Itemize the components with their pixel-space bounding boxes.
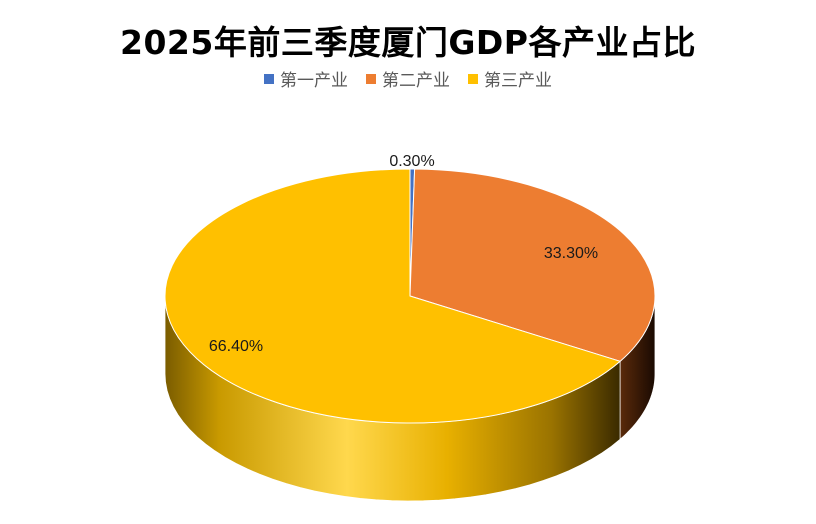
- data-label-secondary: 33.30%: [544, 245, 598, 262]
- legend-swatch-tertiary: [468, 73, 478, 84]
- legend-label-tertiary: 第三产业: [484, 71, 552, 91]
- legend-swatch-secondary: [366, 73, 376, 84]
- data-label-primary: 0.30%: [389, 153, 434, 170]
- pie-sides: [164, 295, 656, 502]
- pie-slice-secondary: [409, 168, 656, 362]
- legend-item-tertiary: 第三产业: [468, 66, 552, 91]
- legend-item-secondary: 第二产业: [366, 66, 450, 91]
- legend: 第一产业 第二产业 第三产业: [0, 66, 816, 91]
- data-label-tertiary: 66.40%: [209, 338, 263, 355]
- legend-swatch-primary: [264, 73, 274, 84]
- pie-slice-tertiary: [164, 168, 622, 424]
- legend-label-primary: 第一产业: [280, 71, 348, 91]
- legend-item-primary: 第一产业: [264, 66, 348, 91]
- pie-labels: 0.30% 33.30% 66.40%: [209, 153, 598, 355]
- legend-label-secondary: 第二产业: [382, 71, 450, 91]
- chart-title: 2025年前三季度厦门GDP各产业占比: [119, 23, 696, 62]
- pie-tops: [164, 168, 656, 424]
